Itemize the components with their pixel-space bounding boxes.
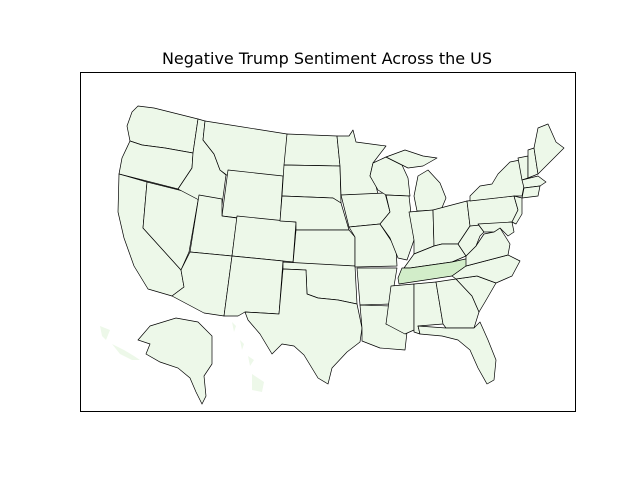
state-michigan-lower	[413, 169, 447, 212]
state-new-mexico	[223, 255, 284, 317]
state-connecticut	[521, 185, 541, 199]
state-hawaii	[232, 322, 264, 392]
map-title: Negative Trump Sentiment Across the US	[162, 49, 492, 68]
state-north-dakota	[283, 133, 341, 167]
state-maryland	[477, 221, 515, 237]
alaska-islands	[100, 326, 140, 360]
alaska-shape	[100, 317, 213, 405]
state-colorado	[231, 215, 297, 263]
state-michigan-upper	[385, 149, 438, 169]
state-alaska	[137, 317, 213, 405]
map-frame	[80, 72, 576, 412]
state-mississippi	[385, 283, 415, 335]
state-wyoming	[221, 169, 284, 224]
state-florida	[417, 321, 497, 385]
us-states-layer	[117, 105, 565, 385]
hawaii-shape	[232, 322, 264, 392]
state-texas	[244, 268, 363, 385]
state-massachusetts	[521, 175, 547, 189]
state-new-york	[469, 159, 525, 202]
state-illinois	[379, 194, 415, 261]
state-kansas	[292, 229, 356, 267]
state-maine	[533, 123, 565, 175]
